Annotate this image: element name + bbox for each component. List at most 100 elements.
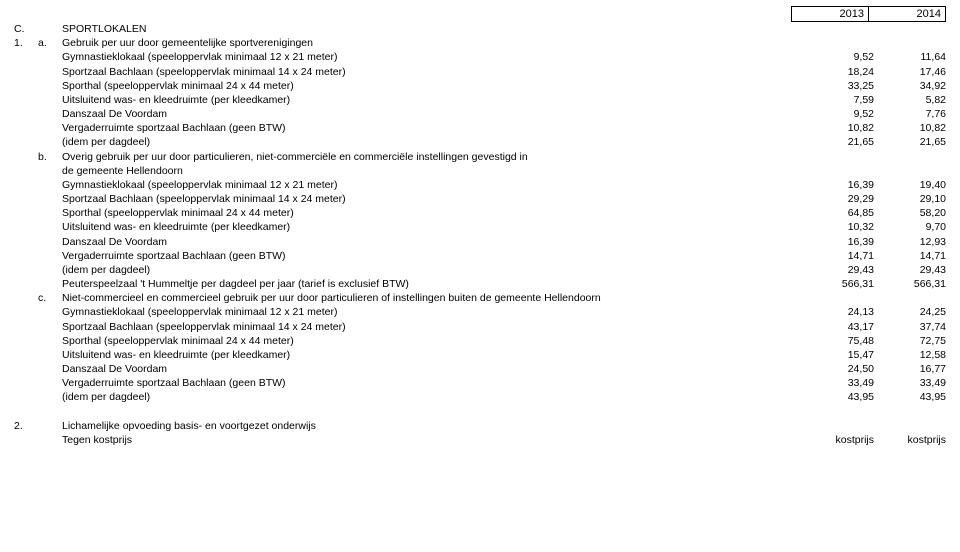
- row-y2: 19,40: [874, 178, 946, 192]
- year-header-box: 2013 2014: [791, 6, 946, 22]
- table-row: Gymnastieklokaal (speeloppervlak minimaa…: [14, 50, 946, 64]
- row-y1: 33,25: [802, 79, 874, 93]
- item-1c-marker: c.: [38, 291, 62, 305]
- row-y2: 29,10: [874, 192, 946, 206]
- row-y1: 64,85: [802, 206, 874, 220]
- row-y1: 43,95: [802, 390, 874, 404]
- item-1b-rows: Gymnastieklokaal (speeloppervlak minimaa…: [14, 178, 946, 291]
- row-desc: Peuterspeelzaal 't Hummeltje per dagdeel…: [62, 277, 802, 291]
- row-y2: 11,64: [874, 50, 946, 64]
- row-y1: 33,49: [802, 376, 874, 390]
- item-1b-title-2: de gemeente Hellendoorn: [14, 164, 946, 178]
- row-y1: 21,65: [802, 135, 874, 149]
- row-desc: (idem per dagdeel): [62, 263, 802, 277]
- row-desc: Gymnastieklokaal (speeloppervlak minimaa…: [62, 50, 802, 64]
- row-desc: Uitsluitend was- en kleedruimte (per kle…: [62, 348, 802, 362]
- table-row: Danszaal De Voordam9,527,76: [14, 107, 946, 121]
- row-y2: 34,92: [874, 79, 946, 93]
- section-c-title: SPORTLOKALEN: [62, 22, 802, 36]
- row-desc: Vergaderruimte sportzaal Bachlaan (geen …: [62, 121, 802, 135]
- table-row: (idem per dagdeel)29,4329,43: [14, 263, 946, 277]
- row-y1: 43,17: [802, 320, 874, 334]
- row-y2: 58,20: [874, 206, 946, 220]
- row-y2: 33,49: [874, 376, 946, 390]
- row-y2: 7,76: [874, 107, 946, 121]
- item-2-sub-text: Tegen kostprijs: [62, 433, 802, 447]
- table-row: Vergaderruimte sportzaal Bachlaan (geen …: [14, 249, 946, 263]
- row-desc: Danszaal De Voordam: [62, 107, 802, 121]
- row-y2: 43,95: [874, 390, 946, 404]
- row-y1: 16,39: [802, 178, 874, 192]
- row-y2: 21,65: [874, 135, 946, 149]
- table-row: (idem per dagdeel)21,6521,65: [14, 135, 946, 149]
- row-desc: Uitsluitend was- en kleedruimte (per kle…: [62, 220, 802, 234]
- row-y2: 37,74: [874, 320, 946, 334]
- table-row: Vergaderruimte sportzaal Bachlaan (geen …: [14, 121, 946, 135]
- row-desc: Sportzaal Bachlaan (speeloppervlak minim…: [62, 65, 802, 79]
- item-2-title: 2. Lichamelijke opvoeding basis- en voor…: [14, 419, 946, 433]
- row-desc: (idem per dagdeel): [62, 135, 802, 149]
- row-y2: 29,43: [874, 263, 946, 277]
- item-2-y2: kostprijs: [874, 433, 946, 447]
- item-1b-title-text: Overig gebruik per uur door particuliere…: [62, 150, 802, 164]
- row-y1: 9,52: [802, 50, 874, 64]
- year-2014: 2014: [869, 7, 945, 21]
- row-y2: 5,82: [874, 93, 946, 107]
- document-page: 2013 2014 C. SPORTLOKALEN 1. a. Gebruik …: [0, 0, 960, 552]
- row-y1: 29,43: [802, 263, 874, 277]
- item-1c-title: c. Niet-commercieel en commercieel gebru…: [14, 291, 946, 305]
- row-y2: 12,58: [874, 348, 946, 362]
- row-desc: Sporthal (speeloppervlak minimaal 24 x 4…: [62, 79, 802, 93]
- row-y1: 9,52: [802, 107, 874, 121]
- row-desc: Sportzaal Bachlaan (speeloppervlak minim…: [62, 192, 802, 206]
- table-row: Gymnastieklokaal (speeloppervlak minimaa…: [14, 305, 946, 319]
- row-y2: 72,75: [874, 334, 946, 348]
- table-row: Peuterspeelzaal 't Hummeltje per dagdeel…: [14, 277, 946, 291]
- table-row: Sporthal (speeloppervlak minimaal 24 x 4…: [14, 334, 946, 348]
- item-2-marker: 2.: [14, 419, 38, 433]
- row-y2: 12,93: [874, 235, 946, 249]
- row-desc: Sporthal (speeloppervlak minimaal 24 x 4…: [62, 206, 802, 220]
- row-desc: Gymnastieklokaal (speeloppervlak minimaa…: [62, 305, 802, 319]
- item-1a-title-text: Gebruik per uur door gemeentelijke sport…: [62, 36, 802, 50]
- row-y1: 18,24: [802, 65, 874, 79]
- table-row: Vergaderruimte sportzaal Bachlaan (geen …: [14, 376, 946, 390]
- item-1a-title: 1. a. Gebruik per uur door gemeentelijke…: [14, 36, 946, 50]
- item-1a-marker: a.: [38, 36, 62, 50]
- row-y2: 566,31: [874, 277, 946, 291]
- row-desc: Danszaal De Voordam: [62, 235, 802, 249]
- table-row: Danszaal De Voordam24,5016,77: [14, 362, 946, 376]
- row-desc: (idem per dagdeel): [62, 390, 802, 404]
- item-2-y1: kostprijs: [802, 433, 874, 447]
- row-desc: Sportzaal Bachlaan (speeloppervlak minim…: [62, 320, 802, 334]
- row-y1: 566,31: [802, 277, 874, 291]
- item-2-title-text: Lichamelijke opvoeding basis- en voortge…: [62, 419, 802, 433]
- table-row: Sportzaal Bachlaan (speeloppervlak minim…: [14, 65, 946, 79]
- row-desc: Gymnastieklokaal (speeloppervlak minimaa…: [62, 178, 802, 192]
- table-row: Uitsluitend was- en kleedruimte (per kle…: [14, 93, 946, 107]
- table-row: Gymnastieklokaal (speeloppervlak minimaa…: [14, 178, 946, 192]
- row-y1: 75,48: [802, 334, 874, 348]
- section-c-header: C. SPORTLOKALEN: [14, 22, 946, 36]
- row-y1: 15,47: [802, 348, 874, 362]
- item-1c-title-text: Niet-commercieel en commercieel gebruik …: [62, 291, 802, 305]
- row-y2: 10,82: [874, 121, 946, 135]
- row-y1: 24,13: [802, 305, 874, 319]
- table-row: (idem per dagdeel)43,9543,95: [14, 390, 946, 404]
- item-1c-rows: Gymnastieklokaal (speeloppervlak minimaa…: [14, 305, 946, 404]
- row-y1: 7,59: [802, 93, 874, 107]
- row-desc: Danszaal De Voordam: [62, 362, 802, 376]
- item-1b-marker: b.: [38, 150, 62, 164]
- row-y2: 14,71: [874, 249, 946, 263]
- row-y2: 16,77: [874, 362, 946, 376]
- table-row: Sportzaal Bachlaan (speeloppervlak minim…: [14, 320, 946, 334]
- year-2013: 2013: [792, 7, 869, 21]
- table-row: Sporthal (speeloppervlak minimaal 24 x 4…: [14, 79, 946, 93]
- table-row: Uitsluitend was- en kleedruimte (per kle…: [14, 220, 946, 234]
- row-y1: 10,32: [802, 220, 874, 234]
- section-c-marker: C.: [14, 22, 38, 36]
- table-row: Danszaal De Voordam16,3912,93: [14, 235, 946, 249]
- item-1-marker: 1.: [14, 36, 38, 50]
- row-y1: 16,39: [802, 235, 874, 249]
- year-header: 2013 2014: [14, 6, 946, 22]
